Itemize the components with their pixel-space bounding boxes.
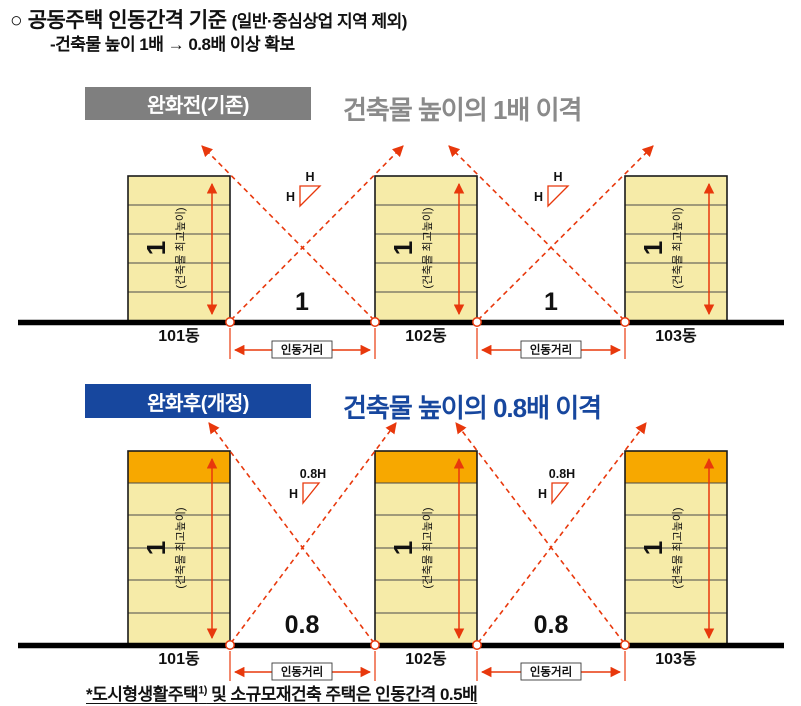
base-point [370,640,380,650]
building-height-caption: (건축물 최고높이) [671,207,684,288]
base-point [472,640,482,650]
gap-ratio-value: 0.8 [534,611,569,639]
building-height-caption: (건축물 최고높이) [174,507,187,588]
slope-triangle [299,185,322,208]
building-name: 103동 [655,650,697,668]
base-point [620,640,630,650]
building-name: 101동 [158,650,200,668]
before-building-103: 1 (건축물 최고높이) [624,175,728,322]
slope-label-side: H [534,190,543,204]
building-height-value: 1 [141,541,171,555]
building-height-caption: (건축물 최고높이) [174,207,187,288]
base-point [225,640,235,650]
building-name: 103동 [655,327,697,345]
building-height-caption: (건축물 최고높이) [421,507,434,588]
distance-label: 인동거리 [530,343,572,357]
after-building-101: 1 (건축물 최고높이) [127,450,231,646]
building-name: 102동 [405,650,447,668]
base-point [472,317,482,327]
figure-subtitle: -건축물 높이 1배 → 0.8배 이상 확보 [50,35,295,54]
distance-label-box [520,340,582,359]
building-height-caption: (건축물 최고높이) [671,507,684,588]
distance-label: 인동거리 [281,343,323,357]
building-height-value: 1 [388,541,418,555]
title-paren-text: (일반·중심상업 지역 제외) [231,12,408,31]
setback-line [477,422,647,644]
slope-label-top: 0.8H [300,467,326,481]
building-height-value: 1 [388,241,418,255]
diagram-before: 1 (건축물 최고높이) 1 (건축물 최고높이) [18,145,784,359]
gap-ratio-value: 1 [295,288,309,316]
gap-ratio-value: 0.8 [285,611,320,639]
slope-label-top: H [553,170,562,184]
gap-ratio-value: 1 [544,288,558,316]
after-badge: 완화후(개정) [85,384,311,418]
before-building-101: 1 (건축물 최고높이) [127,175,231,322]
distance-label: 인동거리 [281,665,323,679]
after-building-103: 1 (건축물 최고높이) [624,450,728,646]
base-point [620,317,630,327]
setback-line [208,422,375,644]
footnote: *도시형생활주택1) 및 소규모재건축 주택은 인동간격 0.5배 [86,680,478,705]
slope-label-top: H [305,170,314,184]
base-point [225,317,235,327]
before-caption: 건축물 높이의 1배 이격 [343,95,582,125]
extra-floor [375,451,477,483]
extra-floor [128,451,230,483]
diagram-after: 1 (건축물 최고높이) 1 (건축물 최고높이) [18,422,784,681]
building-height-caption: (건축물 최고높이) [421,207,434,288]
footnote-part2: 및 소규모재건축 주택은 인동간격 0.5배 [206,685,478,704]
slope-label-side: H [538,487,547,501]
extra-floor [625,451,727,483]
before-badge: 완화전(기존) [85,87,311,120]
building-height-value: 1 [638,541,668,555]
slope-label-top: 0.8H [549,467,575,481]
distance-label: 인동거리 [530,665,572,679]
title-main-text: 공동주택 인동간격 기준 [27,9,227,32]
after-caption: 건축물 높이의 0.8배 이격 [343,393,602,423]
figure-title: ○ 공동주택 인동간격 기준 (일반·중심상업 지역 제외) [10,4,407,34]
before-building-102: 1 (건축물 최고높이) [374,175,478,322]
slope-triangle [547,185,570,208]
slope-triangle [551,482,570,505]
circle-bullet-icon: ○ [10,9,23,32]
distance-label-box [271,340,333,359]
setback-line [230,145,404,321]
base-point [370,317,380,327]
slope-triangle [302,482,321,505]
building-height-value: 1 [638,241,668,255]
slope-label-side: H [286,190,295,204]
slope-label-side: H [289,487,298,501]
building-name: 102동 [405,327,447,345]
building-height-value: 1 [141,241,171,255]
distance-label-box [271,662,333,681]
after-building-102: 1 (건축물 최고높이) [374,450,478,646]
building-name: 101동 [158,327,200,345]
footnote-superscript: 1) [198,684,207,697]
setback-line [230,422,397,644]
footnote-part1: *도시형생활주택 [86,685,199,704]
distance-label-box [520,662,582,681]
setback-line [455,422,625,644]
setback-line [201,145,375,321]
